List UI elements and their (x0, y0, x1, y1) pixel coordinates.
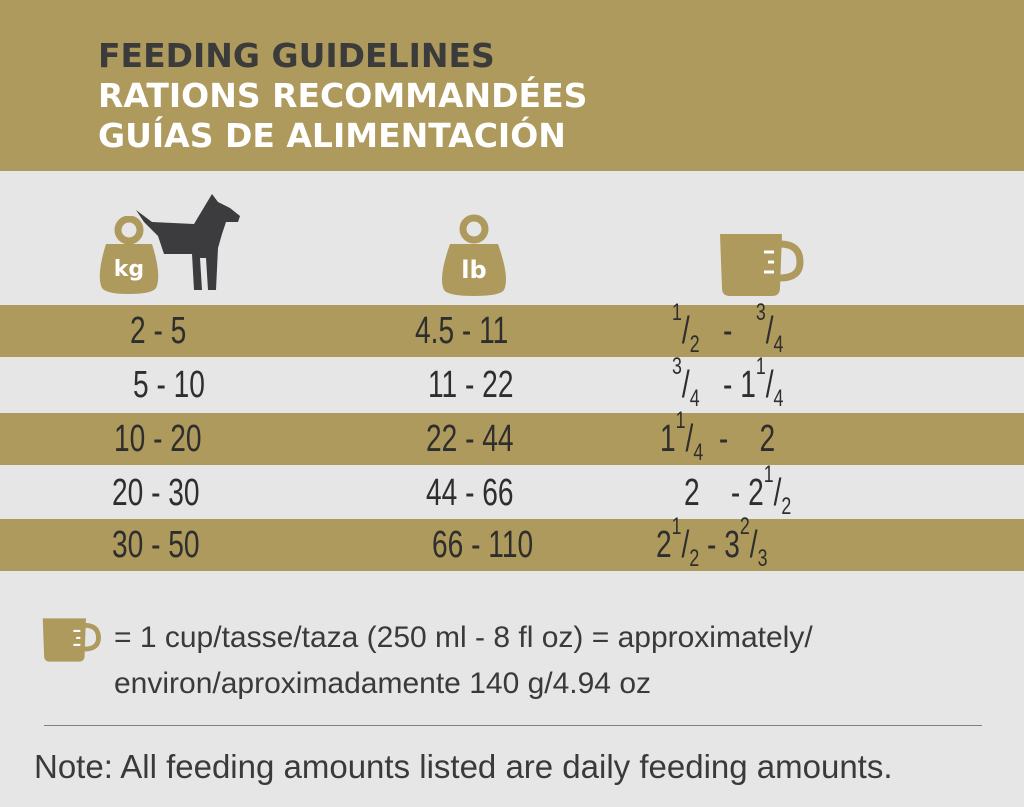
title-english: FEEDING GUIDELINES (98, 36, 495, 75)
kg-cell: 20 - 30 (112, 472, 200, 514)
lb-cell: 11 - 22 (428, 364, 514, 406)
cup-legend: = 1 cup/tasse/taza (250 ml - 8 fl oz) = … (114, 615, 813, 707)
cups-cell: 21/2 - 32/3 (656, 513, 768, 572)
lb-cell: 66 - 110 (432, 524, 534, 566)
lb-cell: 4.5 - 11 (415, 310, 509, 352)
kg-cell: 5 - 10 (133, 364, 205, 406)
table-row: 5 - 10 11 - 22 3/4 - 11/4 (0, 353, 1024, 412)
table-row: 30 - 50 66 - 110 21/2 - 32/3 (0, 513, 1024, 572)
footnote: Note: All feeding amounts listed are dai… (34, 748, 893, 785)
lb-icon-label: lb (461, 256, 486, 284)
lb-cell: 22 - 44 (426, 418, 514, 460)
table-row: 10 - 20 22 - 44 11/4 - 2 (0, 407, 1024, 466)
kg-weight-icon: kg (99, 216, 159, 294)
lb-cell: 44 - 66 (426, 472, 514, 514)
table-row: 2 - 5 4.5 - 11 1/2 - 3/4 (0, 299, 1024, 358)
measuring-cup-icon (42, 618, 101, 662)
cups-cell: 11/4 - 2 (660, 407, 776, 466)
table-row: 20 - 30 44 - 66 2 - 21/2 (0, 461, 1024, 520)
dog-icon (136, 194, 240, 290)
kg-cell: 10 - 20 (114, 418, 202, 460)
legend-line-2: environ/aproximadamente 140 g/4.94 oz (114, 667, 652, 700)
cups-cell: 3/4 - 11/4 (672, 353, 784, 412)
kg-cell: 2 - 5 (130, 310, 187, 352)
cups-cell: 1/2 - 3/4 (672, 299, 784, 358)
title-spanish: GUÍAS DE ALIMENTACIÓN (98, 116, 566, 155)
divider (44, 725, 982, 726)
lb-weight-icon: lb (442, 214, 506, 296)
header-band: FEEDING GUIDELINES RATIONS RECOMMANDÉES … (0, 0, 1024, 171)
kg-cell: 30 - 50 (112, 524, 200, 566)
kg-icon-label: kg (114, 257, 144, 282)
cups-cell: 2 - 21/2 (684, 461, 792, 520)
title-french: RATIONS RECOMMANDÉES (98, 76, 588, 115)
measuring-cup-icon (720, 234, 804, 296)
legend-line-1: = 1 cup/tasse/taza (250 ml - 8 fl oz) = … (114, 621, 813, 654)
